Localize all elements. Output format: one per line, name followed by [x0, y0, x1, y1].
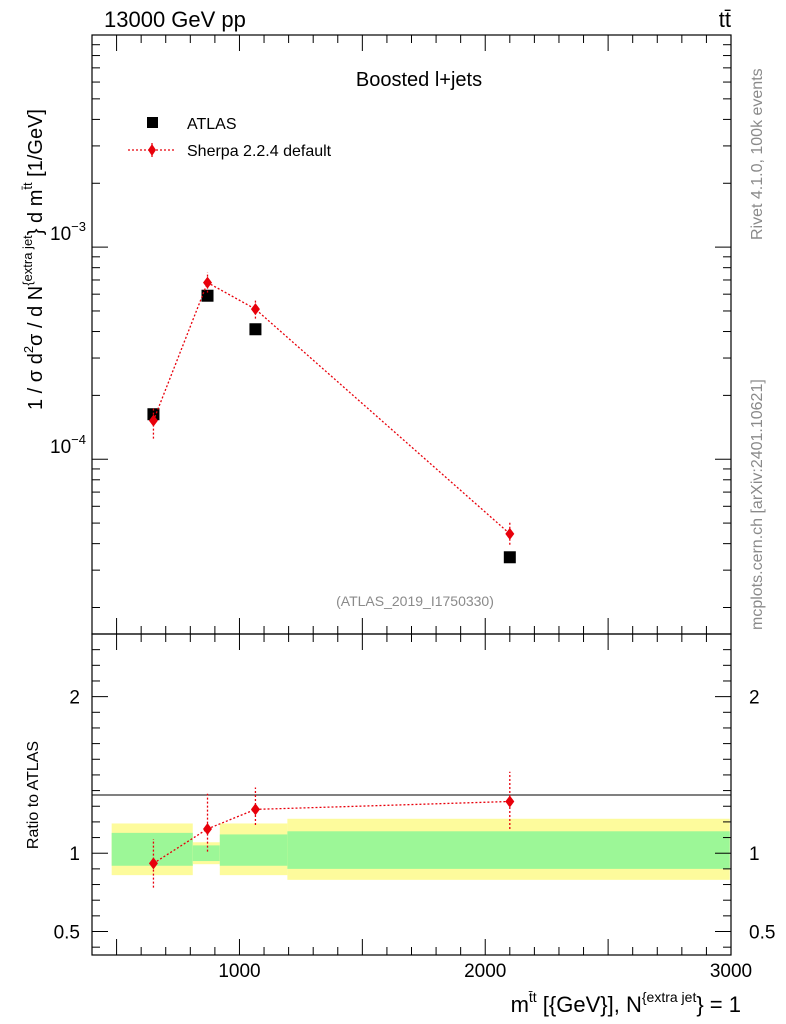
atlas-point: [503, 551, 516, 564]
main-panel: Boosted l+jets (ATLAS_2019_I1750330) 10−…: [20, 34, 732, 635]
ratio-y-axis-label: Ratio to ATLAS: [25, 741, 42, 849]
x-tick-label: 1000: [218, 961, 260, 982]
ratio-band-inner: [287, 831, 730, 869]
ratio-band-inner: [219, 834, 288, 866]
ratio-point: [203, 822, 213, 835]
ratio-band-inner: [192, 845, 220, 862]
chart-title: Boosted l+jets: [356, 69, 482, 91]
x-tick-label: 2000: [464, 961, 506, 982]
ratio-y-tick-label-right: 1: [749, 844, 760, 865]
legend-atlas-marker: [147, 117, 158, 128]
process-label: tt̄: [719, 7, 731, 32]
sherpa-line: [152, 281, 511, 535]
sherpa-point: [203, 276, 213, 289]
ratio-tick-labels: 0.5 0.5 1 1 2 2 1000 2000 3000: [54, 688, 776, 982]
ratio-y-tick-label-right: 2: [749, 688, 760, 709]
legend-atlas-label: ATLAS: [187, 116, 237, 133]
source-label: mcplots.cern.ch [arXiv:2401.10621]: [749, 379, 766, 630]
ratio-bands: [111, 818, 730, 880]
ratio-panel: 0.5 0.5 1 1 2 2 1000 2000 3000 Ratio to ATLAS mt…: [25, 633, 776, 1017]
atlas-point: [249, 323, 262, 336]
ratio-point: [148, 857, 158, 870]
atlas-point: [201, 289, 214, 302]
ratio-y-tick-label-left: 2: [69, 688, 80, 709]
sherpa-point: [505, 527, 515, 540]
y-tick-label-1e-3: 10−3: [50, 219, 86, 245]
ratio-point: [505, 795, 515, 808]
legend-sherpa-label: Sherpa 2.2.4 default: [187, 143, 332, 160]
ratio-data-layer: [148, 771, 515, 888]
legend-sherpa-marker: [148, 144, 156, 156]
ratio-y-tick-label-left: 0.5: [54, 923, 80, 944]
y-axis-label: 1 / σ d2σ / d N{extra jet} d mt̄t [1/GeV…: [20, 109, 47, 410]
x-tick-label: 3000: [710, 961, 752, 982]
sherpa-point: [250, 303, 260, 316]
ratio-line: [153, 800, 510, 864]
main-axis-ticks: [92, 34, 732, 634]
main-data-layer: [147, 272, 516, 564]
sherpa-point: [148, 414, 158, 427]
ratio-y-tick-label-left: 1: [69, 844, 80, 865]
y-tick-label-1e-4: 10−4: [50, 432, 86, 458]
x-axis-label: mt̄t [{GeV}], N{extra jet} = 1: [511, 989, 741, 1017]
ratio-axis-ticks: [92, 634, 732, 955]
ratio-y-tick-label-right: 0.5: [749, 923, 775, 944]
legend: ATLAS Sherpa 2.2.4 default: [128, 116, 332, 160]
rivet-version-label: Rivet 4.1.0, 100k events: [749, 68, 766, 240]
ratio-point: [250, 803, 260, 816]
energy-label: 13000 GeV pp: [104, 7, 246, 32]
analysis-label: (ATLAS_2019_I1750330): [336, 593, 494, 609]
